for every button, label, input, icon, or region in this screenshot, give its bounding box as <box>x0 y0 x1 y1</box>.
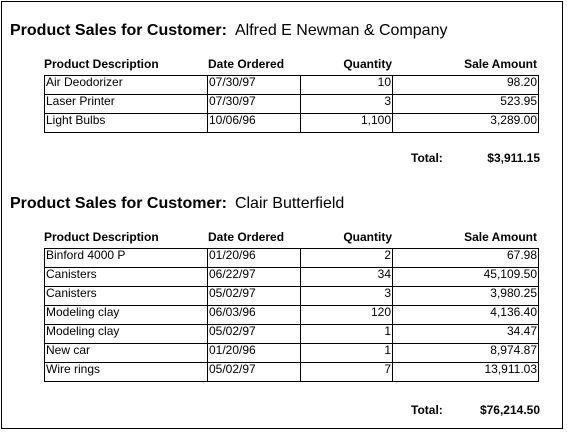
table-row: Canisters 06/22/97 34 45,109.50 <box>44 267 539 287</box>
cell-description: Air Deodorizer <box>44 75 208 95</box>
total-line: Total: $3,911.15 <box>0 150 567 166</box>
cell-description: New car <box>44 343 208 363</box>
header-sale-amount: Sale Amount <box>464 230 537 244</box>
cell-amount: 98.20 <box>392 75 539 95</box>
cell-date: 05/02/97 <box>207 324 301 344</box>
header-quantity: Quantity <box>343 57 392 71</box>
cell-date: 01/20/96 <box>207 248 301 268</box>
total-line: Total: $76,214.50 <box>0 402 567 418</box>
cell-amount: 4,136.40 <box>392 305 539 325</box>
customer-name: Alfred E Newman & Company <box>234 22 448 39</box>
cell-date: 05/02/97 <box>207 286 301 306</box>
cell-description: Binford 4000 P <box>44 248 208 268</box>
cell-amount: 67.98 <box>392 248 539 268</box>
header-date-ordered: Date Ordered <box>208 57 285 71</box>
column-headers: Product Description Date Ordered Quantit… <box>0 229 567 245</box>
cell-date: 06/22/97 <box>207 267 301 287</box>
cell-amount: 8,974.87 <box>392 343 539 363</box>
cell-description: Laser Printer <box>44 94 208 114</box>
table-row: Light Bulbs 10/06/96 1,100 3,289.00 <box>44 113 539 133</box>
header-sale-amount: Sale Amount <box>464 57 537 71</box>
customer-name: Clair Butterfield <box>234 195 345 212</box>
header-product-description: Product Description <box>44 230 159 244</box>
cell-date: 07/30/97 <box>207 75 301 95</box>
customer-title: Product Sales for Customer: Alfred E Newm… <box>10 21 447 41</box>
cell-quantity: 34 <box>300 267 393 287</box>
table-row: Air Deodorizer 07/30/97 10 98.20 <box>44 75 539 95</box>
total-label: Total: <box>411 403 443 417</box>
sales-table: Air Deodorizer 07/30/97 10 98.20 Laser P… <box>44 75 539 133</box>
cell-quantity: 120 <box>300 305 393 325</box>
cell-amount: 45,109.50 <box>392 267 539 287</box>
cell-quantity: 2 <box>300 248 393 268</box>
total-label: Total: <box>411 151 443 165</box>
cell-date: 06/03/96 <box>207 305 301 325</box>
cell-quantity: 3 <box>300 286 393 306</box>
cell-description: Canisters <box>44 267 208 287</box>
report-frame <box>1 1 563 429</box>
cell-amount: 34.47 <box>392 324 539 344</box>
cell-amount: 3,289.00 <box>392 113 539 133</box>
table-row: Binford 4000 P 01/20/96 2 67.98 <box>44 248 539 268</box>
header-product-description: Product Description <box>44 57 159 71</box>
total-value: $3,911.15 <box>487 151 540 165</box>
cell-description: Modeling clay <box>44 305 208 325</box>
title-prefix: Product Sales for Customer: <box>10 195 227 212</box>
cell-description: Light Bulbs <box>44 113 208 133</box>
table-row: Laser Printer 07/30/97 3 523.95 <box>44 94 539 114</box>
cell-amount: 3,980.25 <box>392 286 539 306</box>
cell-description: Modeling clay <box>44 324 208 344</box>
total-value: $76,214.50 <box>479 403 540 417</box>
header-quantity: Quantity <box>343 230 392 244</box>
cell-quantity: 3 <box>300 94 393 114</box>
table-row: Wire rings 05/02/97 7 13,911.03 <box>44 362 539 382</box>
table-row: New car 01/20/96 1 8,974.87 <box>44 343 539 363</box>
cell-date: 07/30/97 <box>207 94 301 114</box>
table-row: Modeling clay 05/02/97 1 34.47 <box>44 324 539 344</box>
column-headers: Product Description Date Ordered Quantit… <box>0 56 567 72</box>
sales-table: Binford 4000 P 01/20/96 2 67.98 Canister… <box>44 248 539 382</box>
cell-amount: 523.95 <box>392 94 539 114</box>
cell-date: 01/20/96 <box>207 343 301 363</box>
cell-quantity: 1 <box>300 324 393 344</box>
cell-quantity: 10 <box>300 75 393 95</box>
cell-amount: 13,911.03 <box>392 362 539 382</box>
cell-date: 10/06/96 <box>207 113 301 133</box>
cell-quantity: 7 <box>300 362 393 382</box>
cell-quantity: 1,100 <box>300 113 393 133</box>
title-prefix: Product Sales for Customer: <box>10 22 227 39</box>
cell-quantity: 1 <box>300 343 393 363</box>
header-date-ordered: Date Ordered <box>208 230 285 244</box>
cell-description: Wire rings <box>44 362 208 382</box>
cell-date: 05/02/97 <box>207 362 301 382</box>
table-row: Modeling clay 06/03/96 120 4,136.40 <box>44 305 539 325</box>
table-row: Canisters 05/02/97 3 3,980.25 <box>44 286 539 306</box>
cell-description: Canisters <box>44 286 208 306</box>
customer-title: Product Sales for Customer: Clair Butterf… <box>10 194 344 214</box>
